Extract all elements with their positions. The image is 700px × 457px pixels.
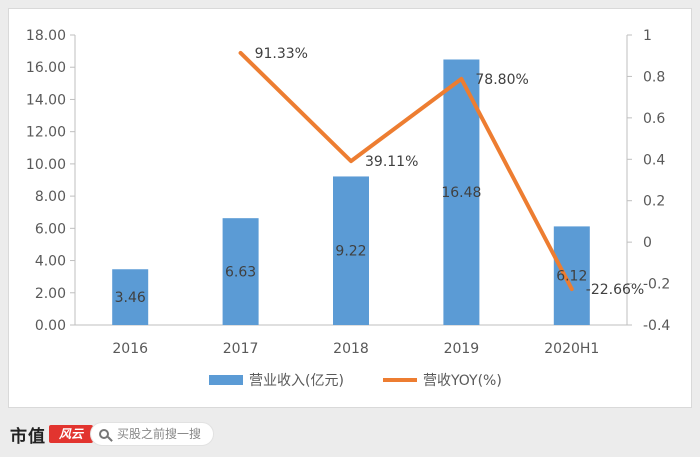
- left-tick-label: 6.00: [35, 221, 66, 237]
- left-tick-label: 16.00: [26, 60, 66, 76]
- bar-value-label: 6.63: [225, 265, 256, 281]
- legend-bar-label: 营业收入(亿元): [249, 373, 344, 389]
- right-tick-label: 0.2: [643, 194, 665, 210]
- right-tick-label: 0.8: [643, 69, 665, 85]
- x-tick-label: 2019: [444, 341, 480, 357]
- line-value-label: 78.80%: [475, 72, 528, 88]
- yoy-line: [238, 50, 574, 292]
- chart-card: 0.00 2.00 4.00 6.00 8.00 10.00 12.00 14.00 16.00…: [8, 8, 692, 408]
- bar: [112, 269, 149, 325]
- brand-badge: 风云: [49, 425, 93, 443]
- legend-bar-swatch: [209, 375, 243, 385]
- bar-series: [112, 59, 590, 325]
- bar: [553, 226, 590, 325]
- bar: [333, 176, 369, 325]
- bar-value-label: 3.46: [115, 290, 146, 306]
- bar-value-label: 16.48: [441, 185, 481, 201]
- x-tick-label: 2016: [112, 341, 148, 357]
- right-tick-label: 0: [643, 235, 652, 251]
- x-tick-label: 2017: [223, 341, 259, 357]
- legend: 营业收入(亿元) 营收YOY(%): [209, 373, 502, 389]
- line-value-label: 91.33%: [255, 46, 308, 62]
- left-tick-label: 14.00: [26, 92, 66, 108]
- right-tick-label: 0.4: [643, 152, 665, 168]
- left-tick-label: 10.00: [26, 157, 66, 173]
- right-tick-label: -0.2: [643, 277, 670, 293]
- search-input[interactable]: [117, 427, 207, 441]
- legend-line-label: 营收YOY(%): [423, 373, 502, 389]
- line-value-label: -22.66%: [586, 282, 644, 298]
- left-tick-label: 0.00: [35, 318, 66, 334]
- left-tick-label: 4.00: [35, 254, 66, 270]
- brand-logo[interactable]: 市值 风云: [10, 423, 93, 447]
- search-icon: [99, 429, 109, 439]
- x-tick-label: 2018: [333, 341, 369, 357]
- right-tick-label: 0.6: [643, 111, 665, 127]
- left-tick-label: 2.00: [35, 286, 66, 302]
- chart: 0.00 2.00 4.00 6.00 8.00 10.00 12.00 14.00 16.00…: [26, 28, 671, 389]
- left-tick-label: 18.00: [26, 28, 66, 44]
- bar-value-label: 6.12: [556, 269, 587, 285]
- left-tick-label: 12.00: [26, 125, 66, 141]
- chart-axes: 0.00 2.00 4.00 6.00 8.00 10.00 12.00 14.00 16.00…: [26, 28, 671, 357]
- brand-name: 市值: [10, 426, 46, 447]
- footer: 市值 风云: [0, 412, 700, 457]
- search-box[interactable]: [90, 422, 214, 446]
- data-labels: 3.46 6.63 9.22 16.48 6.12 91.33% 39.11% 78.80% -…: [115, 46, 645, 306]
- bar-value-label: 9.22: [335, 244, 366, 260]
- x-tick-label: 2020H1: [544, 341, 599, 357]
- right-tick-label: 1: [643, 28, 652, 44]
- left-tick-label: 8.00: [35, 189, 66, 205]
- line-value-label: 39.11%: [365, 154, 418, 170]
- right-tick-label: -0.4: [643, 318, 670, 334]
- line-series: [238, 50, 574, 292]
- bar: [222, 218, 259, 325]
